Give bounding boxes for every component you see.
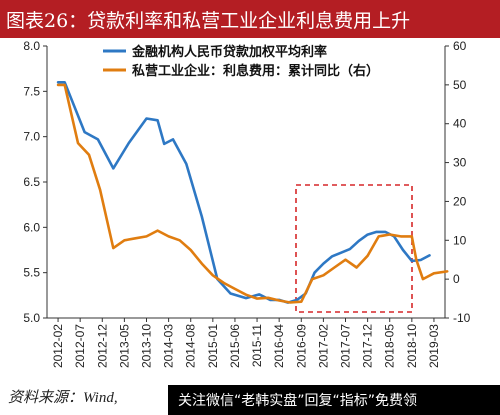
watermark-text: 关注微信“老韩实盘”回复“指标”免费领 xyxy=(178,393,418,409)
legend-label-loan-rate: 金融机构人民币贷款加权平均利率 xyxy=(131,44,327,60)
source-note: 资料来源：Wind, xyxy=(8,390,118,406)
x-tick-label: 2014-08 xyxy=(184,324,198,368)
right-tick-label: -10 xyxy=(453,311,471,325)
x-tick-label: 2013-05 xyxy=(117,324,131,368)
x-tick-label: 2019-03 xyxy=(427,324,441,368)
x-tick-label: 2017-12 xyxy=(361,324,375,368)
right-tick-label: 10 xyxy=(453,233,467,247)
left-tick-label: 6.5 xyxy=(23,175,40,189)
x-tick-label: 2017-02 xyxy=(316,324,330,368)
left-tick-label: 7.0 xyxy=(23,130,40,144)
x-tick-label: 2013-10 xyxy=(140,324,154,368)
chart-title: 图表26：贷款利率和私营工业企业利息费用上升 xyxy=(6,10,411,32)
x-tick-label: 2015-11 xyxy=(250,324,264,367)
x-tick-label: 2012-12 xyxy=(95,324,109,368)
right-tick-label: 40 xyxy=(453,117,467,131)
left-tick-label: 5.0 xyxy=(23,311,40,325)
legend-label-interest-expense: 私营工业企业：利息费用：累计同比（右） xyxy=(132,63,379,79)
x-tick-label: 2012-02 xyxy=(51,324,65,368)
left-tick-label: 8.0 xyxy=(23,39,40,53)
title-bar: 图表26：贷款利率和私营工业企业利息费用上升 xyxy=(0,0,500,38)
line-chart: 5.0 5.5 6.0 6.5 7.0 7.5 8.0 -10 0 10 20 30 40 50 60 2… xyxy=(23,39,471,368)
left-tick-label: 5.5 xyxy=(23,266,40,280)
right-tick-label: 20 xyxy=(453,194,467,208)
series-layer xyxy=(56,80,449,304)
watermark-banner: 关注微信“老韩实盘”回复“指标”免费领 xyxy=(168,385,500,415)
right-tick-label: 0 xyxy=(453,272,460,286)
x-tick-label: 2014-03 xyxy=(162,324,176,368)
right-tick-label: 30 xyxy=(453,156,467,170)
right-tick-label: 60 xyxy=(453,39,467,53)
legend: 金融机构人民币贷款加权平均利率 私营工业企业：利息费用：累计同比（右） xyxy=(103,44,379,79)
left-tick-label: 6.0 xyxy=(23,220,40,234)
left-tick-label: 7.5 xyxy=(23,84,40,98)
x-tick-label: 2017-07 xyxy=(339,324,353,368)
x-tick-label: 2015-06 xyxy=(228,324,242,368)
x-tick-label: 2018-05 xyxy=(383,324,397,368)
plot-area-background xyxy=(47,46,445,318)
x-tick-label: 2018-10 xyxy=(405,324,419,368)
x-tick-label: 2016-04 xyxy=(272,324,286,368)
x-tick-label: 2012-07 xyxy=(73,324,87,368)
x-axis-ticks: 2012-02 2012-07 2012-12 2013-05 2013-10 2014-… xyxy=(51,318,441,368)
right-tick-label: 50 xyxy=(453,78,467,92)
series-line-interest-expense xyxy=(56,83,449,304)
right-axis-ticks: -10 0 10 20 30 40 50 60 xyxy=(445,39,471,325)
left-axis-ticks: 5.0 5.5 6.0 6.5 7.0 7.5 8.0 xyxy=(23,39,47,325)
x-tick-label: 2016-09 xyxy=(294,324,308,368)
highlight-dashed-box xyxy=(295,184,413,313)
x-tick-label: 2015-01 xyxy=(206,324,220,368)
